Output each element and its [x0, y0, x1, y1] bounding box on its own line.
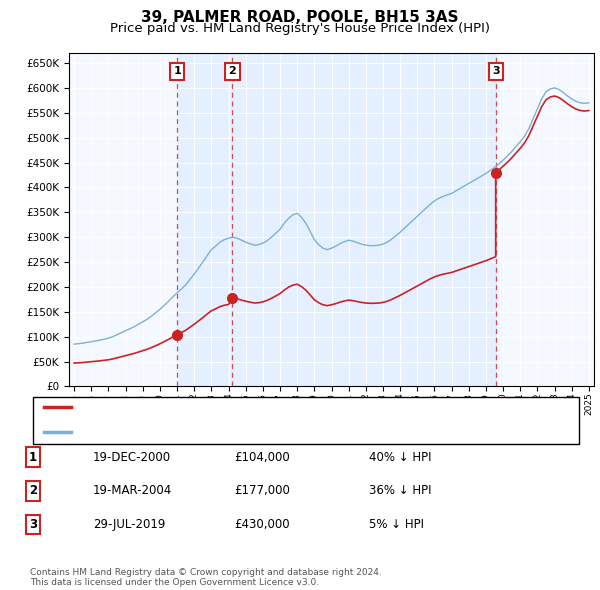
Text: 1: 1	[173, 67, 181, 77]
Text: 2: 2	[29, 484, 37, 497]
Text: 19-DEC-2000: 19-DEC-2000	[93, 451, 171, 464]
Text: 5% ↓ HPI: 5% ↓ HPI	[369, 518, 424, 531]
Text: 3: 3	[492, 67, 500, 77]
Text: 19-MAR-2004: 19-MAR-2004	[93, 484, 172, 497]
FancyBboxPatch shape	[33, 397, 578, 444]
Text: 40% ↓ HPI: 40% ↓ HPI	[369, 451, 431, 464]
Text: 36% ↓ HPI: 36% ↓ HPI	[369, 484, 431, 497]
Text: £104,000: £104,000	[234, 451, 290, 464]
Text: Price paid vs. HM Land Registry's House Price Index (HPI): Price paid vs. HM Land Registry's House …	[110, 22, 490, 35]
Text: 3: 3	[29, 518, 37, 531]
Text: HPI: Average price, detached house, Bournemouth Christchurch and Poole: HPI: Average price, detached house, Bour…	[80, 426, 518, 439]
Bar	[177, 53, 496, 386]
Text: 39, PALMER ROAD, POOLE, BH15 3AS: 39, PALMER ROAD, POOLE, BH15 3AS	[141, 10, 459, 25]
Text: 1: 1	[29, 451, 37, 464]
Text: Contains HM Land Registry data © Crown copyright and database right 2024.
This d: Contains HM Land Registry data © Crown c…	[30, 568, 382, 587]
Text: 29-JUL-2019: 29-JUL-2019	[93, 518, 166, 531]
Text: £177,000: £177,000	[234, 484, 290, 497]
Text: 2: 2	[229, 67, 236, 77]
Text: £430,000: £430,000	[234, 518, 290, 531]
Text: 39, PALMER ROAD, POOLE, BH15 3AS (detached house): 39, PALMER ROAD, POOLE, BH15 3AS (detach…	[80, 401, 407, 414]
